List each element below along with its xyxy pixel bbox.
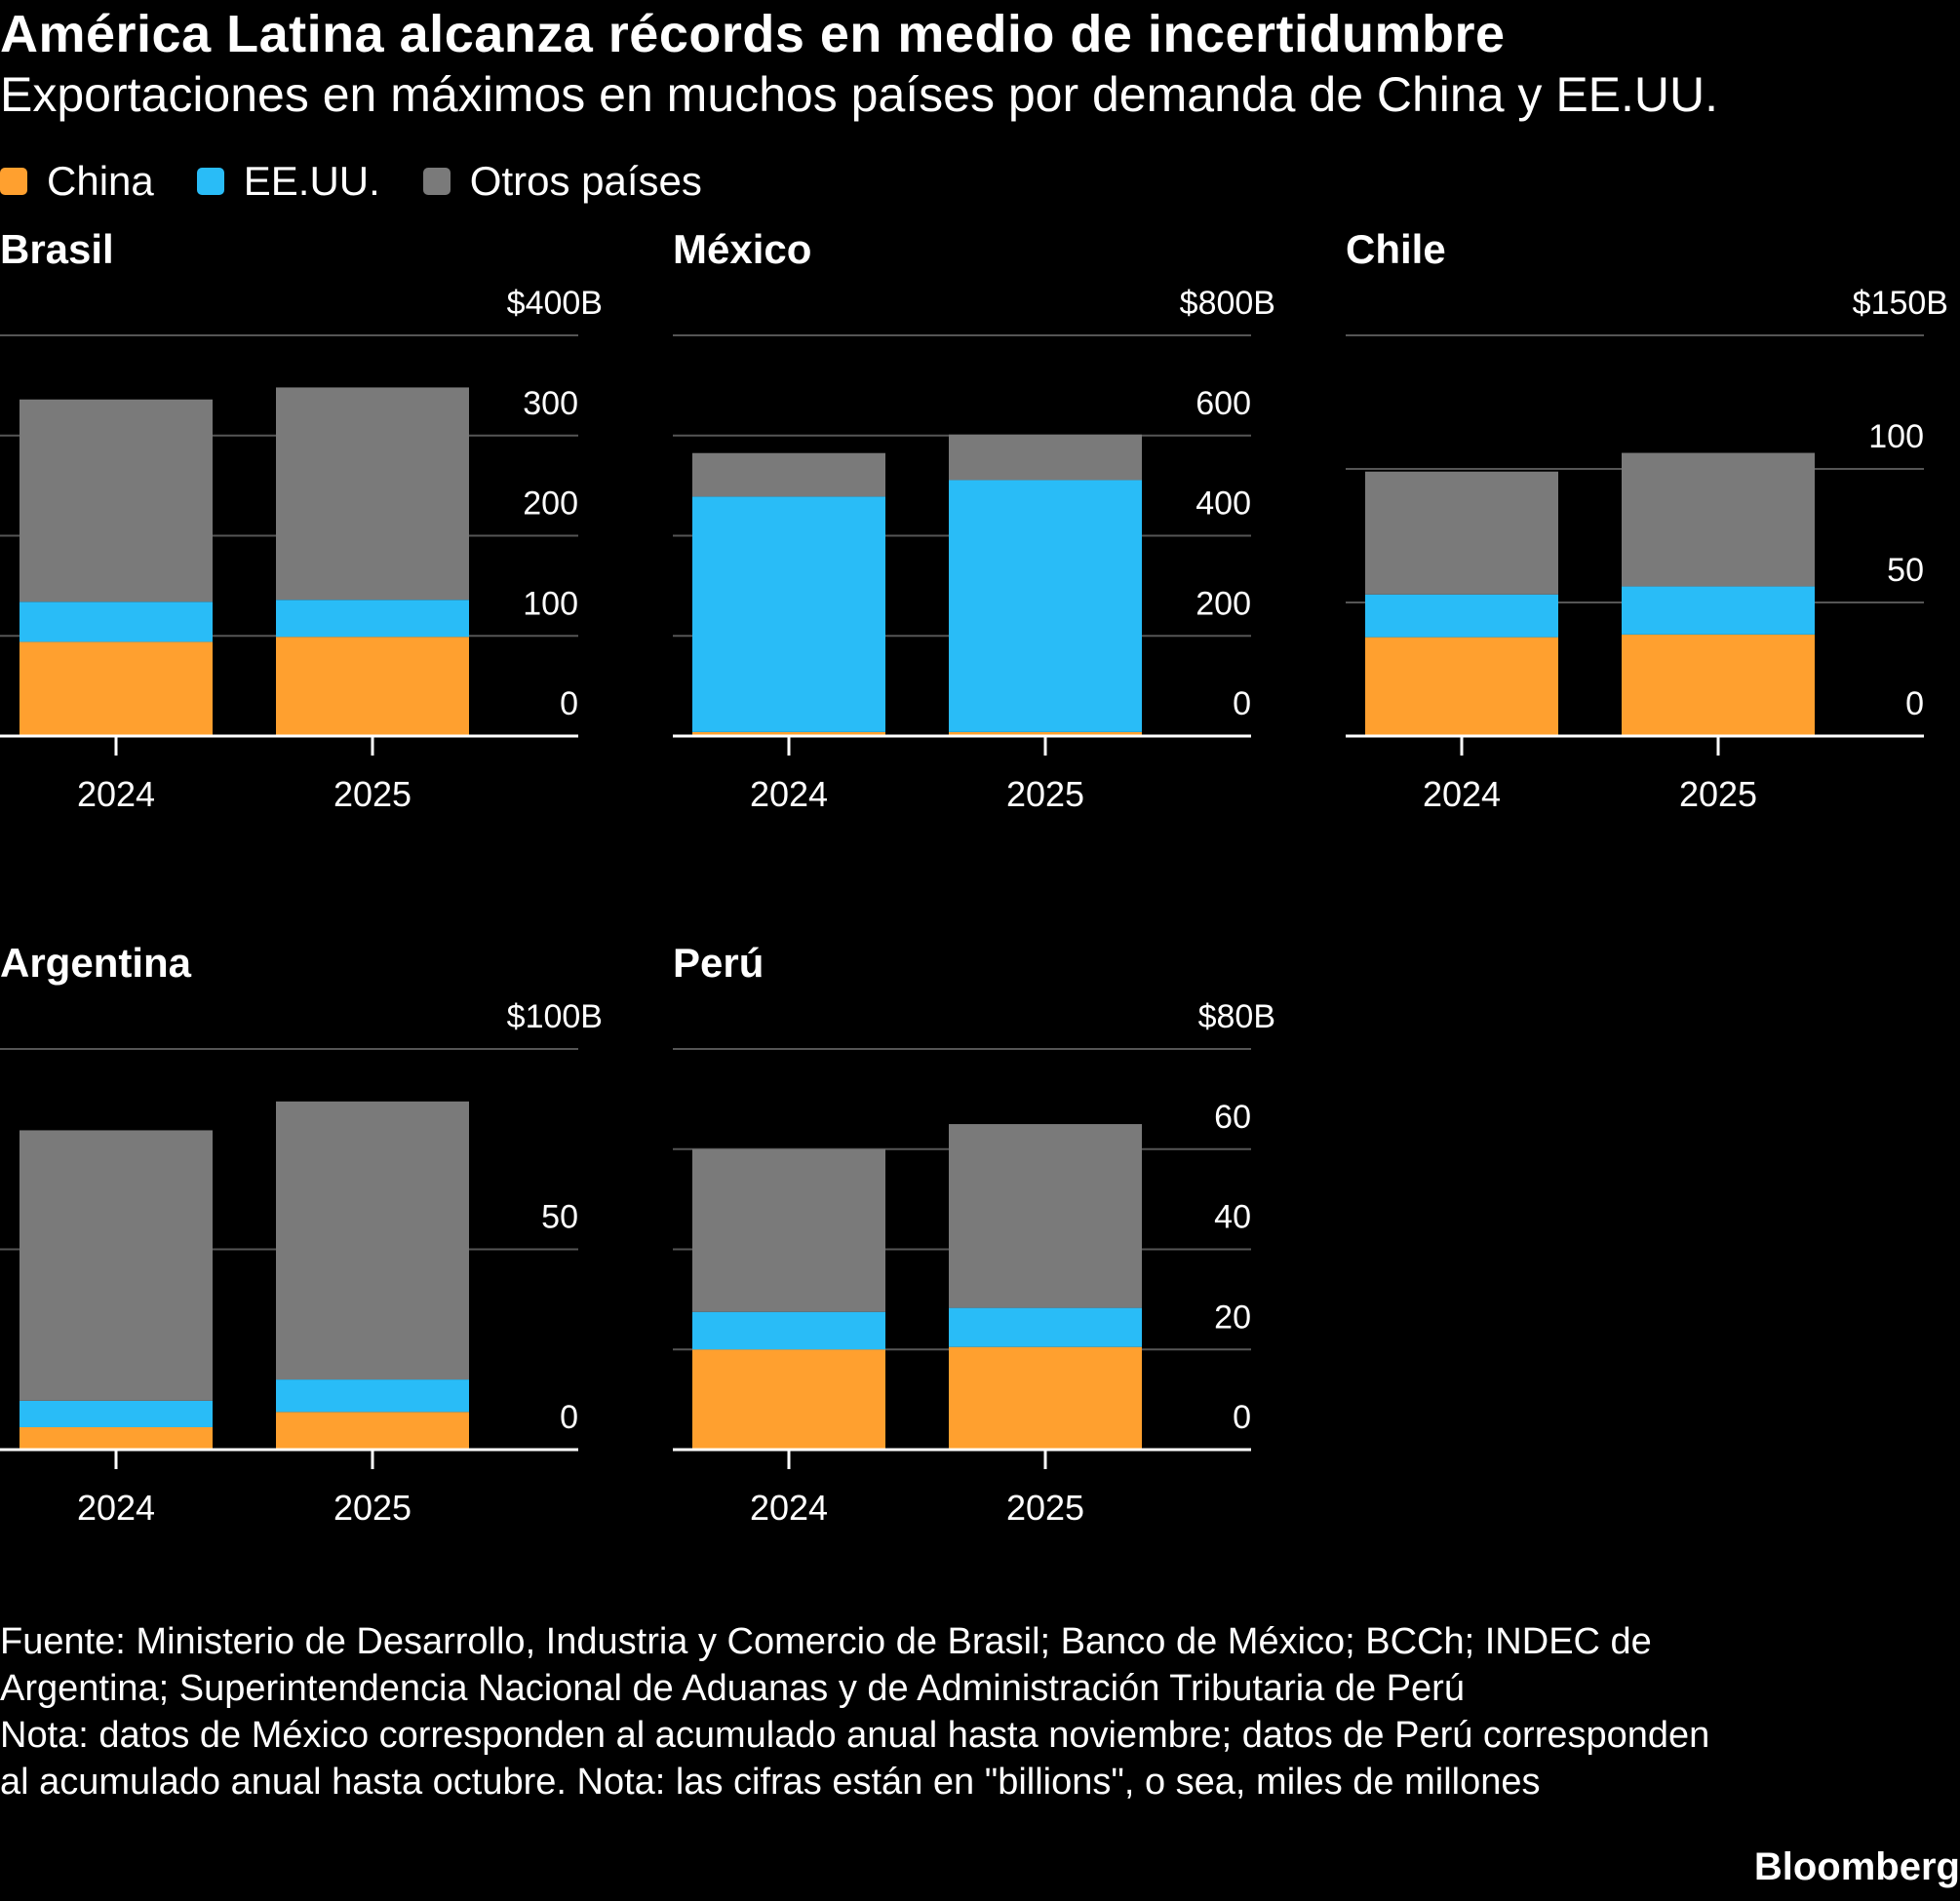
bar-segment-otros-pa-ses	[949, 1124, 1142, 1308]
bar-segment-china	[1365, 637, 1558, 736]
bloomberg-logo: Bloomberg	[1753, 1845, 1960, 1888]
legend-item-us: EE.UU.	[196, 158, 380, 205]
y-tick-label: 300	[523, 385, 578, 422]
y-tick-label: $100B	[507, 998, 603, 1035]
bar-segment-ee-uu	[1365, 594, 1558, 638]
legend-item-others: Otros países	[422, 158, 702, 205]
y-tick-label: 0	[560, 1399, 578, 1436]
bar-segment-china	[20, 641, 213, 736]
bar-segment-otros-pa-ses	[692, 1148, 885, 1312]
legend: China EE.UU. Otros países	[0, 158, 702, 205]
x-tick-label: 2024	[750, 774, 828, 814]
legend-item-china: China	[0, 158, 154, 205]
bar-segment-otros-pa-ses	[692, 452, 885, 497]
y-tick-label: 400	[1196, 485, 1251, 523]
y-tick-label: 100	[1868, 418, 1924, 455]
legend-swatch-others	[422, 168, 451, 195]
y-tick-label: $80B	[1198, 998, 1275, 1035]
y-tick-label: 0	[1233, 685, 1251, 722]
panel-title: Chile	[1346, 226, 1446, 272]
x-tick-label: 2025	[1679, 774, 1757, 814]
legend-swatch-us	[196, 168, 224, 195]
bar-segment-china	[20, 1426, 213, 1450]
bar-segment-china	[692, 1349, 885, 1450]
x-tick-label: 2025	[333, 1488, 412, 1528]
bar-segment-china	[1622, 634, 1815, 736]
bar-segment-china	[692, 731, 885, 736]
legend-swatch-china	[0, 168, 27, 195]
y-tick-label: 200	[523, 485, 578, 523]
y-tick-label: 200	[1196, 585, 1251, 622]
y-tick-label: 100	[523, 585, 578, 622]
y-tick-label: 0	[1905, 685, 1924, 722]
bar-segment-ee-uu	[276, 600, 469, 638]
source-note: Fuente: Ministerio de Desarrollo, Indust…	[0, 1621, 1652, 1709]
y-tick-label: 0	[1233, 1399, 1251, 1436]
bar-segment-ee-uu	[692, 1311, 885, 1350]
x-tick-label: 2025	[1006, 1488, 1084, 1528]
x-tick-label: 2024	[1423, 774, 1501, 814]
bar-segment-otros-pa-ses	[20, 1130, 213, 1401]
panel-title: Brasil	[0, 226, 114, 272]
x-tick-label: 2024	[77, 774, 155, 814]
y-tick-label: 20	[1214, 1299, 1251, 1336]
bar-segment-otros-pa-ses	[1622, 452, 1815, 587]
x-tick-label: 2025	[333, 774, 412, 814]
bar-segment-ee-uu	[20, 1400, 213, 1427]
bar-segment-china	[949, 1346, 1142, 1450]
x-tick-label: 2024	[77, 1488, 155, 1528]
bar-segment-ee-uu	[949, 1307, 1142, 1347]
chart-title: América Latina alcanza récords en medio …	[0, 5, 1506, 63]
panel-title: Perú	[673, 940, 764, 986]
bar-segment-ee-uu	[276, 1379, 469, 1413]
y-tick-label: $800B	[1180, 285, 1275, 322]
bar-segment-china	[276, 637, 469, 736]
y-tick-label: $400B	[507, 285, 603, 322]
y-tick-label: $150B	[1853, 285, 1948, 322]
bar-segment-ee-uu	[20, 601, 213, 642]
bar-segment-otros-pa-ses	[1365, 471, 1558, 595]
bar-segment-otros-pa-ses	[276, 1101, 469, 1380]
bar-segment-china	[949, 731, 1142, 736]
bar-segment-ee-uu	[949, 480, 1142, 732]
legend-label: Otros países	[469, 158, 702, 204]
bar-segment-ee-uu	[692, 496, 885, 732]
legend-label: EE.UU.	[243, 158, 380, 204]
footnote: Nota: datos de México corresponden al ac…	[0, 1715, 1710, 1803]
y-tick-label: 600	[1196, 385, 1251, 422]
y-tick-label: 60	[1214, 1099, 1251, 1136]
x-tick-label: 2025	[1006, 774, 1084, 814]
footer: Fuente: Ministerio de Desarrollo, Indust…	[0, 1618, 1716, 1805]
chart-subtitle: Exportaciones en máximos en muchos paíse…	[0, 67, 1719, 122]
y-tick-label: 50	[541, 1199, 578, 1236]
y-tick-label: 0	[560, 685, 578, 722]
legend-label: China	[47, 158, 154, 204]
bar-segment-otros-pa-ses	[20, 399, 213, 602]
bar-segment-otros-pa-ses	[949, 434, 1142, 481]
bar-segment-ee-uu	[1622, 586, 1815, 635]
x-tick-label: 2024	[750, 1488, 828, 1528]
panel-title: México	[673, 226, 811, 272]
bar-segment-china	[276, 1412, 469, 1450]
y-tick-label: 40	[1214, 1199, 1251, 1236]
y-tick-label: 50	[1887, 552, 1924, 589]
panel-title: Argentina	[0, 940, 192, 986]
bar-segment-otros-pa-ses	[276, 387, 469, 601]
